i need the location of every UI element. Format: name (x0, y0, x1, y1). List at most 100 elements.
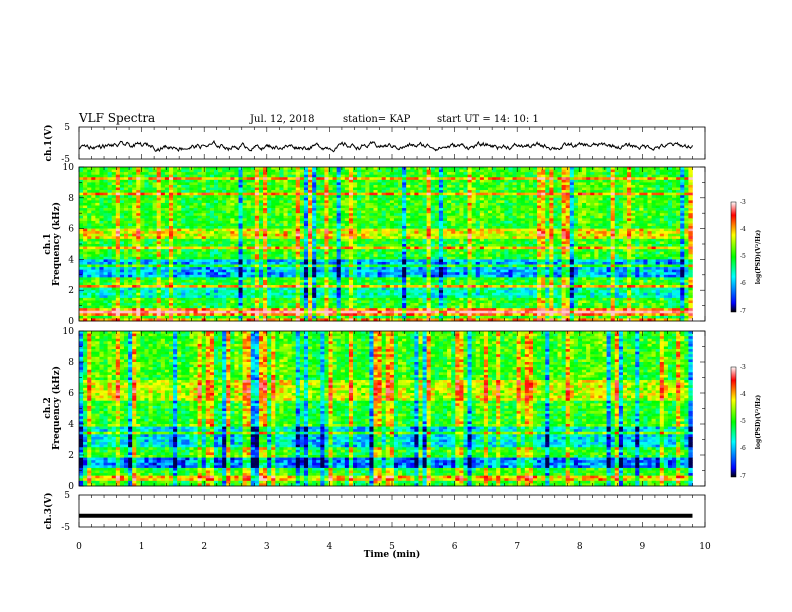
spectrogram-cell (369, 210, 374, 214)
spectrogram-cell (504, 187, 509, 191)
spectrogram-cell (426, 192, 432, 196)
spectrogram-cell (569, 238, 575, 242)
spectrogram-cell (659, 190, 665, 193)
spectrogram-cell (406, 213, 411, 217)
spectrogram-cell (365, 223, 370, 227)
spectrogram-cell (308, 200, 313, 204)
spectrogram-cell (103, 187, 108, 191)
spectrogram-cell (365, 246, 370, 250)
spectrogram-cell (173, 244, 178, 247)
spectrogram-cell (83, 238, 88, 242)
spectrogram-cell (508, 226, 513, 229)
spectrogram-cell (381, 187, 387, 191)
spectrogram-cell (365, 167, 370, 170)
spectrogram-cell (303, 184, 309, 188)
spectrogram-cell (655, 218, 661, 222)
spectrogram-cell (336, 177, 342, 181)
spectrogram-cell (193, 251, 198, 255)
spectrogram-cell (287, 179, 292, 183)
spectrogram-cell (340, 200, 346, 204)
spectrogram-cell (418, 182, 423, 186)
spectrogram-cell (487, 208, 493, 211)
spectrogram-cell (95, 210, 100, 214)
spectrogram-cell (651, 200, 656, 204)
spectrogram-cell (201, 202, 207, 206)
spectrogram-cell (549, 200, 554, 204)
spectrogram-cell (443, 233, 448, 237)
spectrogram-cell (598, 195, 603, 199)
spectrogram-cell (651, 169, 656, 173)
spectrogram-cell (565, 200, 571, 204)
spectrogram-cell (520, 187, 526, 191)
spectrogram-cell (389, 184, 395, 188)
spectrogram-cell (156, 223, 162, 227)
spectrogram-cell (128, 172, 133, 175)
spectrogram-cell (144, 177, 149, 181)
spectrogram-cell (324, 187, 329, 191)
spectrogram-cell (406, 205, 411, 209)
spectrogram-cell (152, 213, 158, 217)
spectrogram-cell (688, 192, 693, 196)
spectrogram-cell (291, 220, 297, 224)
spectrogram-cell (369, 192, 374, 196)
spectrogram-cell (398, 205, 403, 209)
spectrogram-cell (353, 174, 358, 178)
spectrogram-cell (209, 231, 215, 235)
spectrogram-cell (222, 246, 227, 250)
spectrogram-cell (635, 208, 640, 211)
spectrogram-cell (447, 241, 452, 245)
spectrogram-cell (549, 192, 554, 196)
spectrogram-cell (586, 215, 591, 219)
spectrogram-cell (524, 172, 530, 175)
spectrogram-cell (610, 187, 616, 191)
spectrogram-cell (205, 231, 211, 235)
spectrogram-cell (111, 177, 117, 181)
spectrogram-cell (520, 223, 526, 227)
spectrogram-cell (565, 228, 571, 232)
spectrogram-cell (492, 244, 497, 247)
spectrogram-cell (140, 200, 145, 204)
spectrogram-cell (87, 251, 92, 255)
spectrogram-cell (443, 179, 448, 183)
spectrogram-cell (422, 192, 427, 196)
spectrogram-cell (492, 208, 497, 211)
spectrogram-cell (537, 241, 542, 245)
spectrogram-cell (328, 249, 333, 252)
spectrogram-cell (643, 200, 648, 204)
spectrogram-cell (537, 246, 542, 250)
spectrogram-cell (492, 228, 497, 232)
spectrogram-cell (610, 184, 616, 188)
spectrogram-cell (496, 169, 501, 173)
spectrogram-cell (144, 246, 149, 250)
spectrogram-cell (83, 184, 88, 188)
spectrogram-cell (532, 184, 538, 188)
spectrogram-cell (283, 223, 288, 227)
spectrogram-cell (627, 172, 632, 175)
spectrogram-cell (549, 174, 554, 178)
spectrogram-cell (627, 226, 632, 229)
spectrogram-cell (422, 218, 427, 222)
spectrogram-cell (651, 213, 656, 217)
spectrogram-cell (238, 205, 243, 209)
spectrogram-cell (496, 182, 501, 186)
spectrogram-cell (254, 195, 260, 199)
spectrogram-cell (606, 195, 611, 199)
spectrogram-cell (565, 205, 571, 209)
spectrogram-cell (680, 220, 685, 224)
spectrogram-cell (79, 210, 84, 214)
spectrogram-cell (177, 210, 182, 214)
spectrogram-cell (103, 184, 108, 188)
spectrogram-cell (606, 172, 611, 175)
spectrogram-cell (181, 213, 186, 217)
spectrogram-cell (295, 238, 301, 242)
spectrogram-cell (602, 174, 607, 178)
spectrogram-cell (430, 172, 436, 175)
spectrogram-cell (107, 182, 113, 186)
spectrogram-cell (487, 241, 493, 245)
spectrogram-cell (684, 220, 689, 224)
spectrogram-cell (209, 172, 215, 175)
spectrogram-cell (152, 231, 158, 235)
spectrogram-cell (516, 228, 522, 232)
spectrogram-cell (602, 177, 607, 181)
spectrogram-cell (651, 182, 656, 186)
